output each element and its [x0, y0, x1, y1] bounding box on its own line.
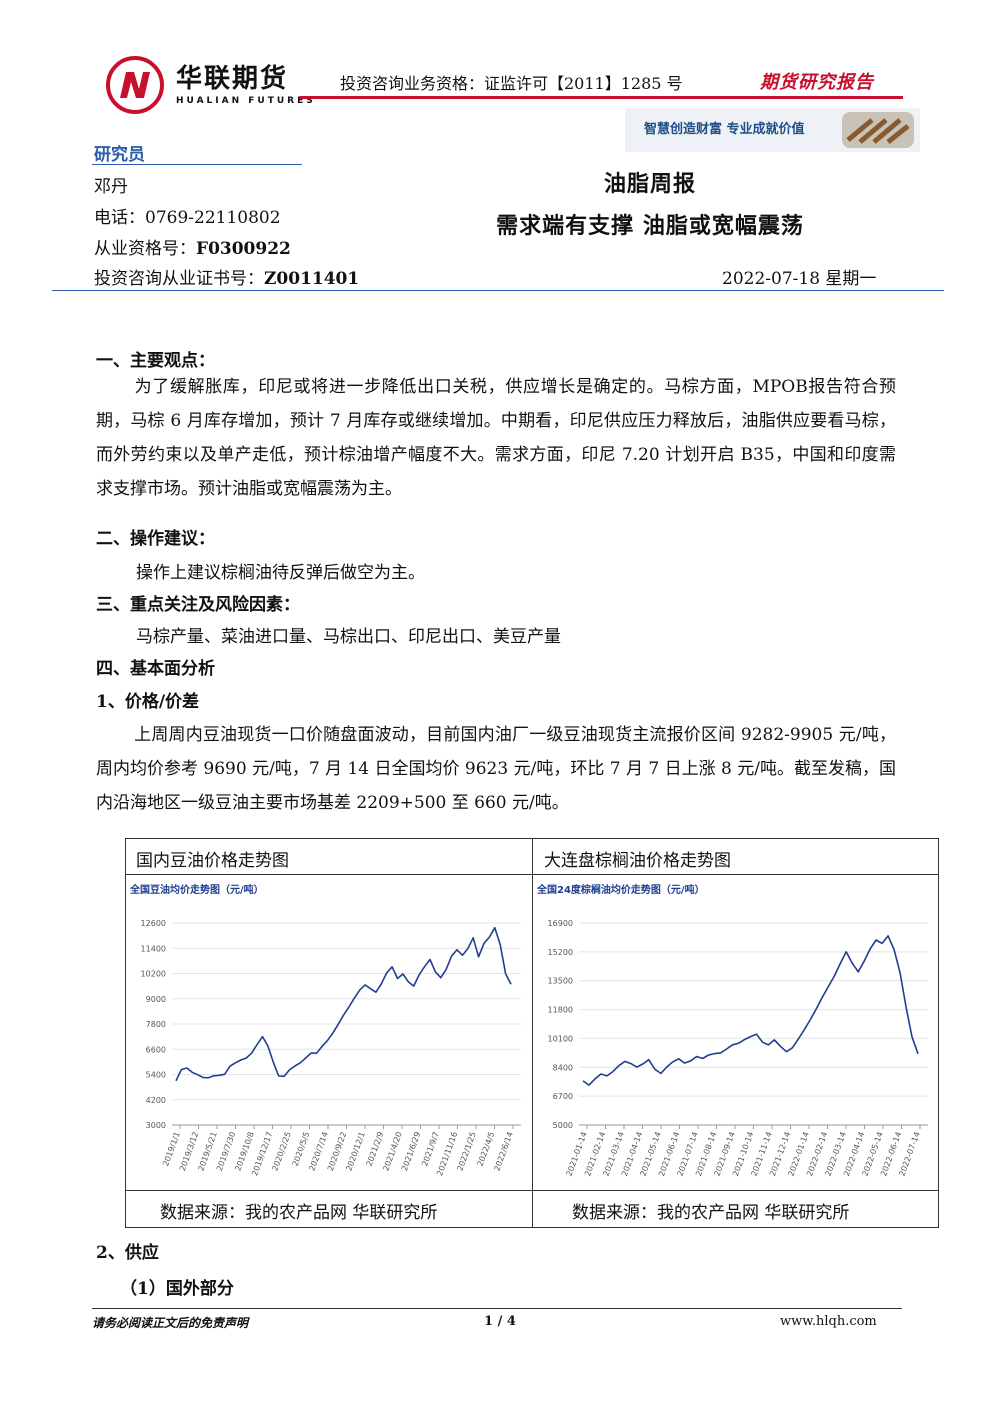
header-divider [300, 96, 903, 99]
price-series-line [582, 935, 919, 1086]
y-tick-label: 8400 [553, 1063, 573, 1072]
left-chart-cell-title: 国内豆油价格走势图 [136, 851, 289, 871]
y-tick-label: 5000 [553, 1121, 573, 1130]
section-4-1-paragraph: 上周周内豆油现货一口价随盘面波动，目前国内油厂一级豆油现货主流报价区间 9282… [96, 725, 896, 813]
x-tick-label: 2022/6/14 [492, 1131, 514, 1173]
y-tick-label: 6600 [146, 1045, 166, 1054]
y-tick-label: 12600 [141, 919, 166, 928]
section-1-paragraph: 为了缓解胀库，印尼或将进一步降低出口关税，供应增长是确定的。马棕方面，MPOB报… [96, 377, 896, 499]
table-divider-bottom [125, 1190, 939, 1191]
researcher-divider [92, 164, 302, 165]
chart-title: 全国豆油均价走势图（元/吨） [129, 883, 264, 896]
brand-name-cn: 华联期货 [176, 64, 289, 94]
section-2-heading: 二、操作建议： [96, 529, 215, 549]
section-3-heading: 三、重点关注及风险因素： [96, 595, 300, 615]
x-tick-label: 2020/5/5 [291, 1131, 312, 1168]
y-tick-label: 11800 [548, 1006, 573, 1015]
palm-oil-price-chart: 全国24度棕榈油均价走势图（元/吨） 5000 6700 8400 10100 11800… [536, 883, 928, 1177]
slogan-banner [625, 108, 920, 152]
section-2-text: 操作上建议棕榈油待反弹后做空为主。 [136, 563, 425, 583]
x-tick-label: 2019/1/1 [161, 1131, 182, 1168]
table-divider-top [125, 874, 939, 875]
price-series-line [175, 926, 512, 1082]
y-tick-label: 6700 [553, 1092, 573, 1101]
right-chart-cell-title: 大连盘棕榈油价格走势图 [544, 851, 731, 871]
y-tick-label: 5400 [146, 1071, 166, 1080]
researcher-name: 邓丹 [94, 177, 128, 197]
y-tick-label: 15200 [548, 948, 573, 957]
researcher-phone: 电话：0769-22110802 [94, 208, 281, 228]
x-tick-label: 2022/4/5 [476, 1131, 497, 1168]
section-4-heading: 四、基本面分析 [96, 659, 215, 679]
researcher-label: 研究员 [94, 145, 145, 165]
report-type: 期货研究报告 [760, 72, 874, 93]
y-tick-label: 3000 [146, 1121, 166, 1130]
y-tick-label: 10100 [548, 1034, 573, 1043]
section-4-2-1-heading: （1）国外部分 [120, 1279, 234, 1299]
section-4-2-heading: 2、供应 [96, 1243, 159, 1263]
y-tick-label: 11400 [141, 944, 166, 953]
footer-website: www.hlqh.com [780, 1314, 877, 1329]
section-4-1-heading: 1、价格/价差 [96, 692, 200, 712]
report-title: 油脂周报 [603, 172, 696, 197]
footer-disclaimer: 请务必阅读正文后的免责声明 [92, 1316, 249, 1330]
x-tick-label: 2021/2/9 [365, 1131, 386, 1168]
soybean-oil-price-chart: 全国豆油均价走势图（元/吨） 3000 4200 5400 6600 7800 9000 10… [129, 883, 521, 1177]
slogan-text: 智慧创造财富 专业成就价值 [644, 122, 805, 137]
footer-divider [92, 1308, 902, 1309]
right-chart-source: 数据来源：我的农产品网 华联研究所 [572, 1203, 850, 1223]
x-tick-label: 2022/1/25 [455, 1131, 477, 1173]
chart-title: 全国24度棕榈油均价走势图（元/吨） [536, 883, 705, 896]
banner-texture-icon [842, 112, 914, 148]
y-tick-label: 7800 [146, 1020, 166, 1029]
researcher-qualification: 从业资格号：F0300922 [94, 239, 291, 259]
report-subtitle: 需求端有支撑 油脂或宽幅震荡 [496, 214, 804, 239]
footer-page-number: 1 / 4 [484, 1314, 516, 1329]
y-tick-label: 9000 [146, 995, 166, 1004]
y-tick-label: 10200 [141, 970, 166, 979]
x-tick-label: 2021/6/29 [400, 1131, 422, 1173]
y-tick-label: 4200 [146, 1096, 166, 1105]
table-divider-vertical [532, 838, 533, 1228]
researcher-license: 投资咨询从业证书号：Z0011401 [94, 269, 360, 289]
report-date: 2022-07-18 星期一 [722, 269, 877, 289]
x-tick-label: 2020/12/1 [344, 1131, 366, 1173]
left-chart-source: 数据来源：我的农产品网 华联研究所 [160, 1203, 438, 1223]
y-tick-label: 16900 [548, 919, 573, 928]
section-1-heading: 一、主要观点： [96, 351, 215, 371]
x-tick-label: 2020/2/25 [270, 1131, 292, 1173]
license-text: 投资咨询业务资格：证监许可【2011】1285 号 [340, 74, 683, 93]
brand-name-en: HUALIAN FUTURES [176, 96, 316, 106]
company-logo-icon [106, 56, 164, 114]
header-bottom-divider [52, 290, 944, 291]
section-3-text: 马棕产量、菜油进口量、马棕出口、印尼出口、美豆产量 [136, 627, 561, 647]
y-tick-label: 13500 [548, 977, 573, 986]
x-tick-label: 2021/9/7 [420, 1131, 441, 1168]
